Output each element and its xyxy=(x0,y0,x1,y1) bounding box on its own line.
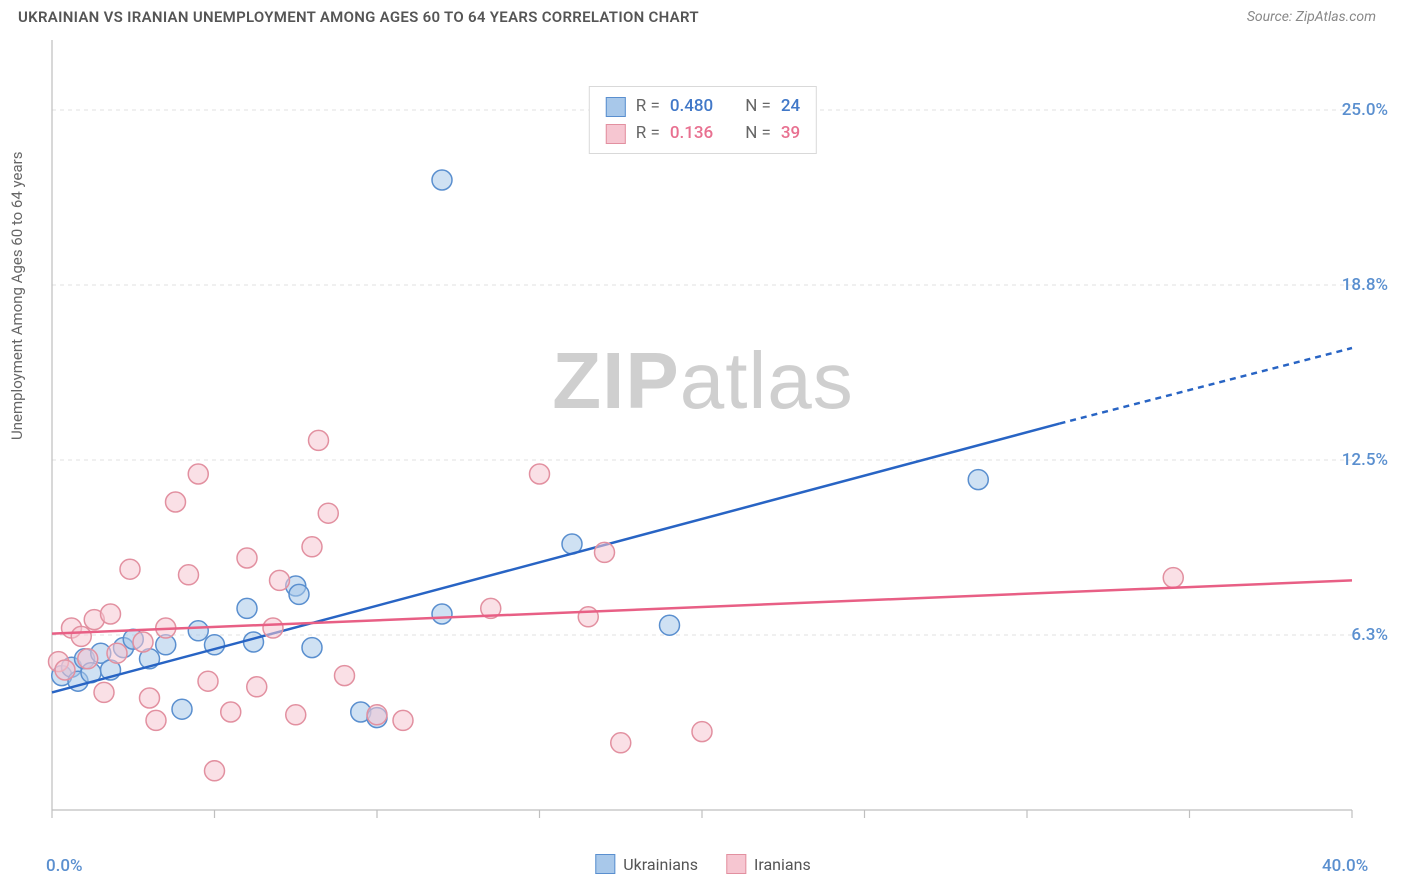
y-axis-label: Unemployment Among Ages 60 to 64 years xyxy=(8,152,26,440)
legend-r-label: R = xyxy=(636,93,660,120)
corr-legend-row: R = 0.136 N = 39 xyxy=(606,120,800,147)
y-tick-label: 6.3% xyxy=(1351,625,1388,645)
legend-label: Ukrainians xyxy=(623,855,698,874)
legend-item: Ukrainians xyxy=(595,854,698,874)
legend-swatch xyxy=(726,854,746,874)
series-legend: Ukrainians Iranians xyxy=(595,854,810,874)
x-max-label: 40.0% xyxy=(1322,856,1368,876)
scatter-plot xyxy=(0,40,1406,856)
legend-swatch xyxy=(606,124,626,144)
legend-r-label: R = xyxy=(636,120,660,147)
correlation-legend: R = 0.480 N = 24 R = 0.136 N = 39 xyxy=(589,86,817,154)
legend-n-label: N = xyxy=(745,120,771,147)
y-tick-label: 18.8% xyxy=(1342,275,1388,295)
x-min-label: 0.0% xyxy=(46,856,83,876)
y-tick-label: 25.0% xyxy=(1342,100,1388,120)
legend-swatch xyxy=(595,854,615,874)
legend-label: Iranians xyxy=(754,855,811,874)
corr-legend-row: R = 0.480 N = 24 xyxy=(606,93,800,120)
source-label: Source: ZipAtlas.com xyxy=(1247,9,1376,25)
legend-n-value: 39 xyxy=(781,120,800,147)
legend-n-label: N = xyxy=(745,93,771,120)
y-tick-label: 12.5% xyxy=(1342,450,1388,470)
legend-n-value: 24 xyxy=(781,93,800,120)
legend-r-value: 0.136 xyxy=(670,120,713,147)
chart-title: UKRAINIAN VS IRANIAN UNEMPLOYMENT AMONG … xyxy=(18,8,699,26)
chart-area: Unemployment Among Ages 60 to 64 years Z… xyxy=(0,40,1406,892)
legend-r-value: 0.480 xyxy=(670,93,713,120)
legend-item: Iranians xyxy=(726,854,811,874)
legend-swatch xyxy=(606,97,626,117)
